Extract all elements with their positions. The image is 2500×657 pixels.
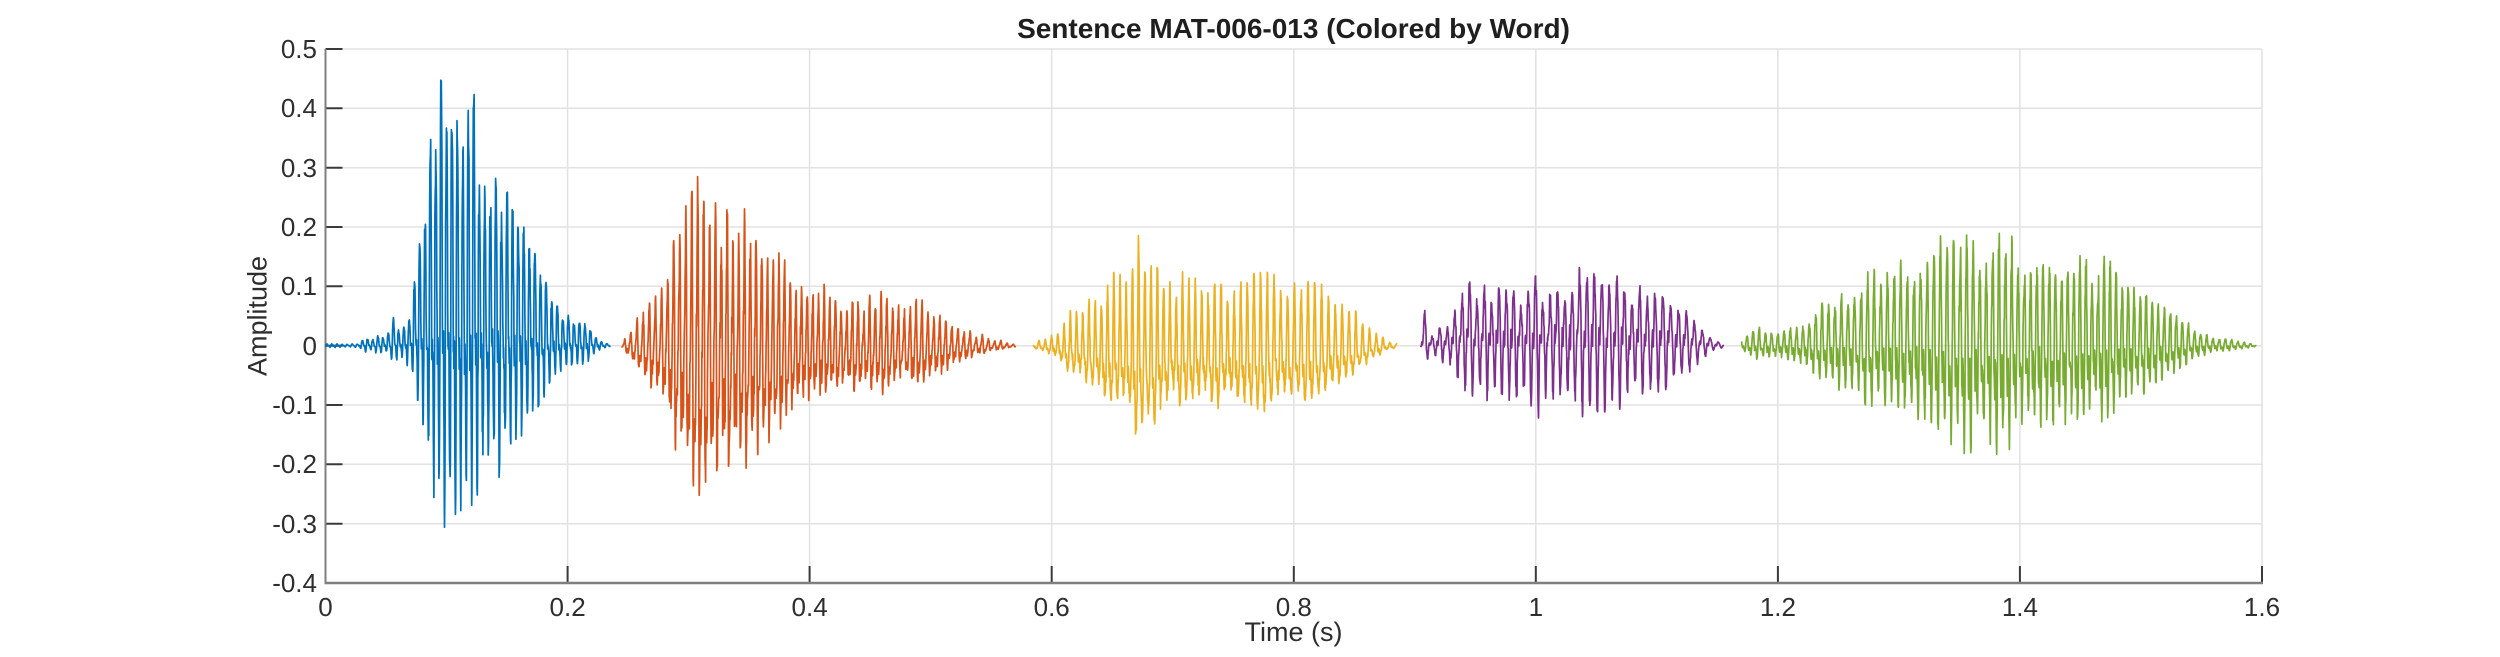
- y-tick-label: 0.1: [280, 271, 317, 302]
- x-tick-label: 1: [1528, 592, 1544, 622]
- y-tick-label: -0.1: [272, 390, 317, 420]
- waveform-word-4: [1419, 266, 1725, 419]
- x-tick-label: 0.4: [791, 592, 828, 622]
- x-tick-label: 0: [318, 592, 333, 622]
- waveform-word-5: [1740, 232, 2257, 456]
- x-tick-label: 1.2: [1759, 592, 1796, 622]
- x-tick-label: 0.2: [549, 592, 586, 622]
- y-tick-label: 0.5: [280, 34, 317, 64]
- y-tick-label: 0.2: [280, 212, 317, 242]
- y-tick-label: -0.2: [272, 449, 317, 480]
- chart-title: Sentence MAT-006-013 (Colored by Word): [1017, 13, 1570, 44]
- y-tick-label: -0.4: [272, 568, 317, 598]
- y-tick-label: 0.3: [280, 152, 317, 183]
- x-tick-label: 1.6: [2243, 592, 2281, 622]
- x-tick-label: 0.6: [1033, 592, 1070, 622]
- waveform-word-1: [324, 79, 611, 529]
- waveform-word-3: [1032, 234, 1398, 435]
- x-tick-label: 0.8: [1275, 592, 1312, 622]
- y-tick-label: 0: [302, 330, 317, 361]
- y-tick-label: -0.3: [272, 508, 317, 539]
- x-axis-label: Time (s): [1244, 617, 1343, 647]
- x-tick-label: 1.4: [2001, 592, 2038, 622]
- y-tick-label: 0.4: [280, 93, 317, 124]
- waveform-word-2: [621, 175, 1017, 497]
